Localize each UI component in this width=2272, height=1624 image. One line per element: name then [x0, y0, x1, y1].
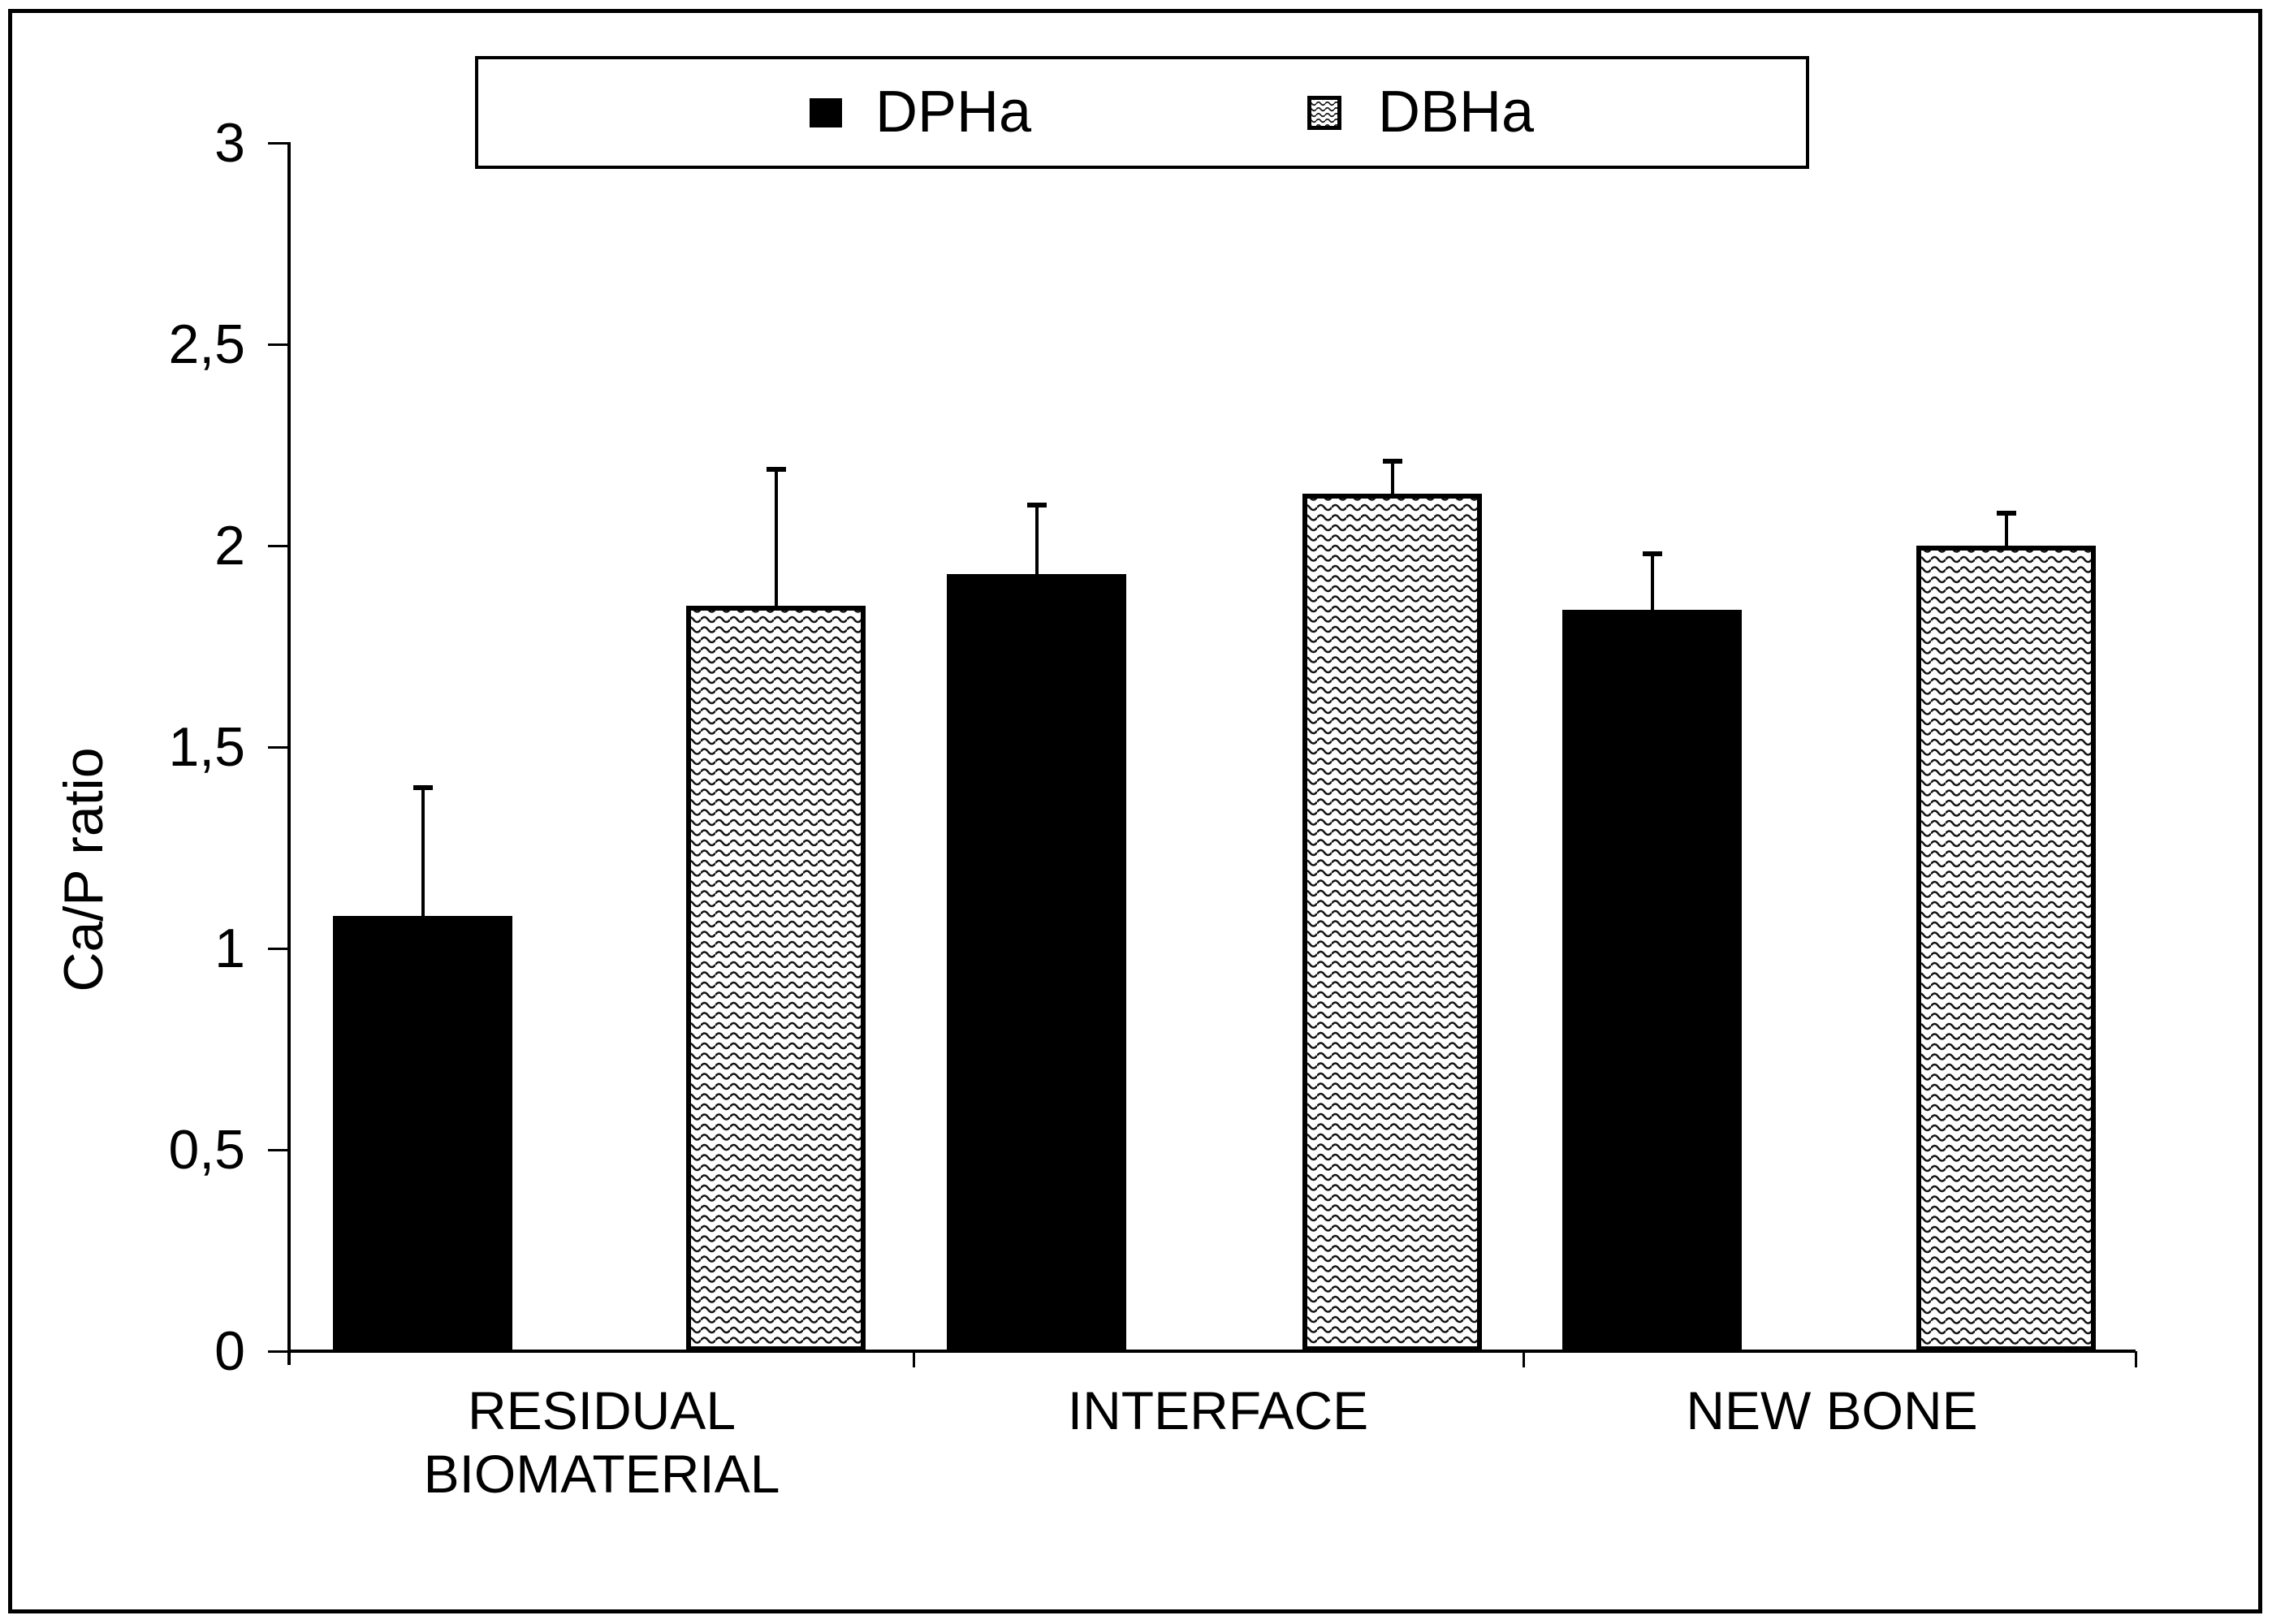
x-axis-line [291, 1350, 2136, 1353]
error-bar-cap [1382, 458, 1402, 464]
y-tick [268, 142, 287, 145]
bar-dbha-3 [1916, 546, 2096, 1351]
y-tick [268, 545, 287, 547]
bar-dbha-1 [686, 606, 866, 1352]
y-tick [268, 1149, 287, 1151]
bar-dbha-2 [1302, 493, 1482, 1351]
y-tick [268, 948, 287, 950]
legend-box [475, 56, 1809, 169]
legend-label-dpha: DPHa [875, 80, 1032, 145]
error-bar-line [1390, 460, 1394, 497]
y-axis-line [287, 142, 291, 1365]
y-tick-label: 0 [214, 1320, 245, 1382]
x-category-label: NEW BONE [1686, 1380, 1978, 1440]
bar-dpha-2 [947, 573, 1126, 1351]
error-bar-line [1650, 553, 1654, 614]
legend-label-dbha: DBHa [1378, 80, 1535, 145]
bar-dpha-3 [1562, 610, 1742, 1352]
y-tick-label: 2 [214, 515, 245, 577]
y-tick [268, 343, 287, 346]
legend-swatch-dbha [1307, 96, 1341, 130]
error-bar-cap [413, 784, 433, 790]
error-bar-line [421, 787, 425, 920]
legend-swatch-dpha [810, 98, 842, 127]
figure-border [8, 9, 2262, 1613]
x-category-label: INTERFACE [1067, 1380, 1369, 1440]
y-tick [268, 1350, 287, 1353]
x-tick [913, 1351, 915, 1367]
y-tick-label: 0,5 [168, 1119, 245, 1181]
x-tick [2135, 1351, 2137, 1367]
error-bar-line [1034, 505, 1039, 577]
x-category-label: RESIDUAL BIOMATERIAL [423, 1380, 780, 1504]
error-bar-cap [1026, 503, 1047, 508]
y-tick-label: 2,5 [168, 313, 245, 375]
error-bar-line [774, 469, 778, 610]
y-tick [268, 746, 287, 749]
error-bar-cap [1996, 511, 2016, 516]
y-tick-label: 3 [214, 112, 245, 174]
y-tick-label: 1,5 [168, 716, 245, 778]
error-bar-cap [1642, 551, 1662, 556]
x-tick [1523, 1351, 1525, 1367]
y-tick-label: 1 [214, 918, 245, 979]
error-bar-cap [766, 466, 786, 472]
error-bar-line [2004, 513, 2008, 549]
bar-dpha-1 [333, 916, 512, 1352]
